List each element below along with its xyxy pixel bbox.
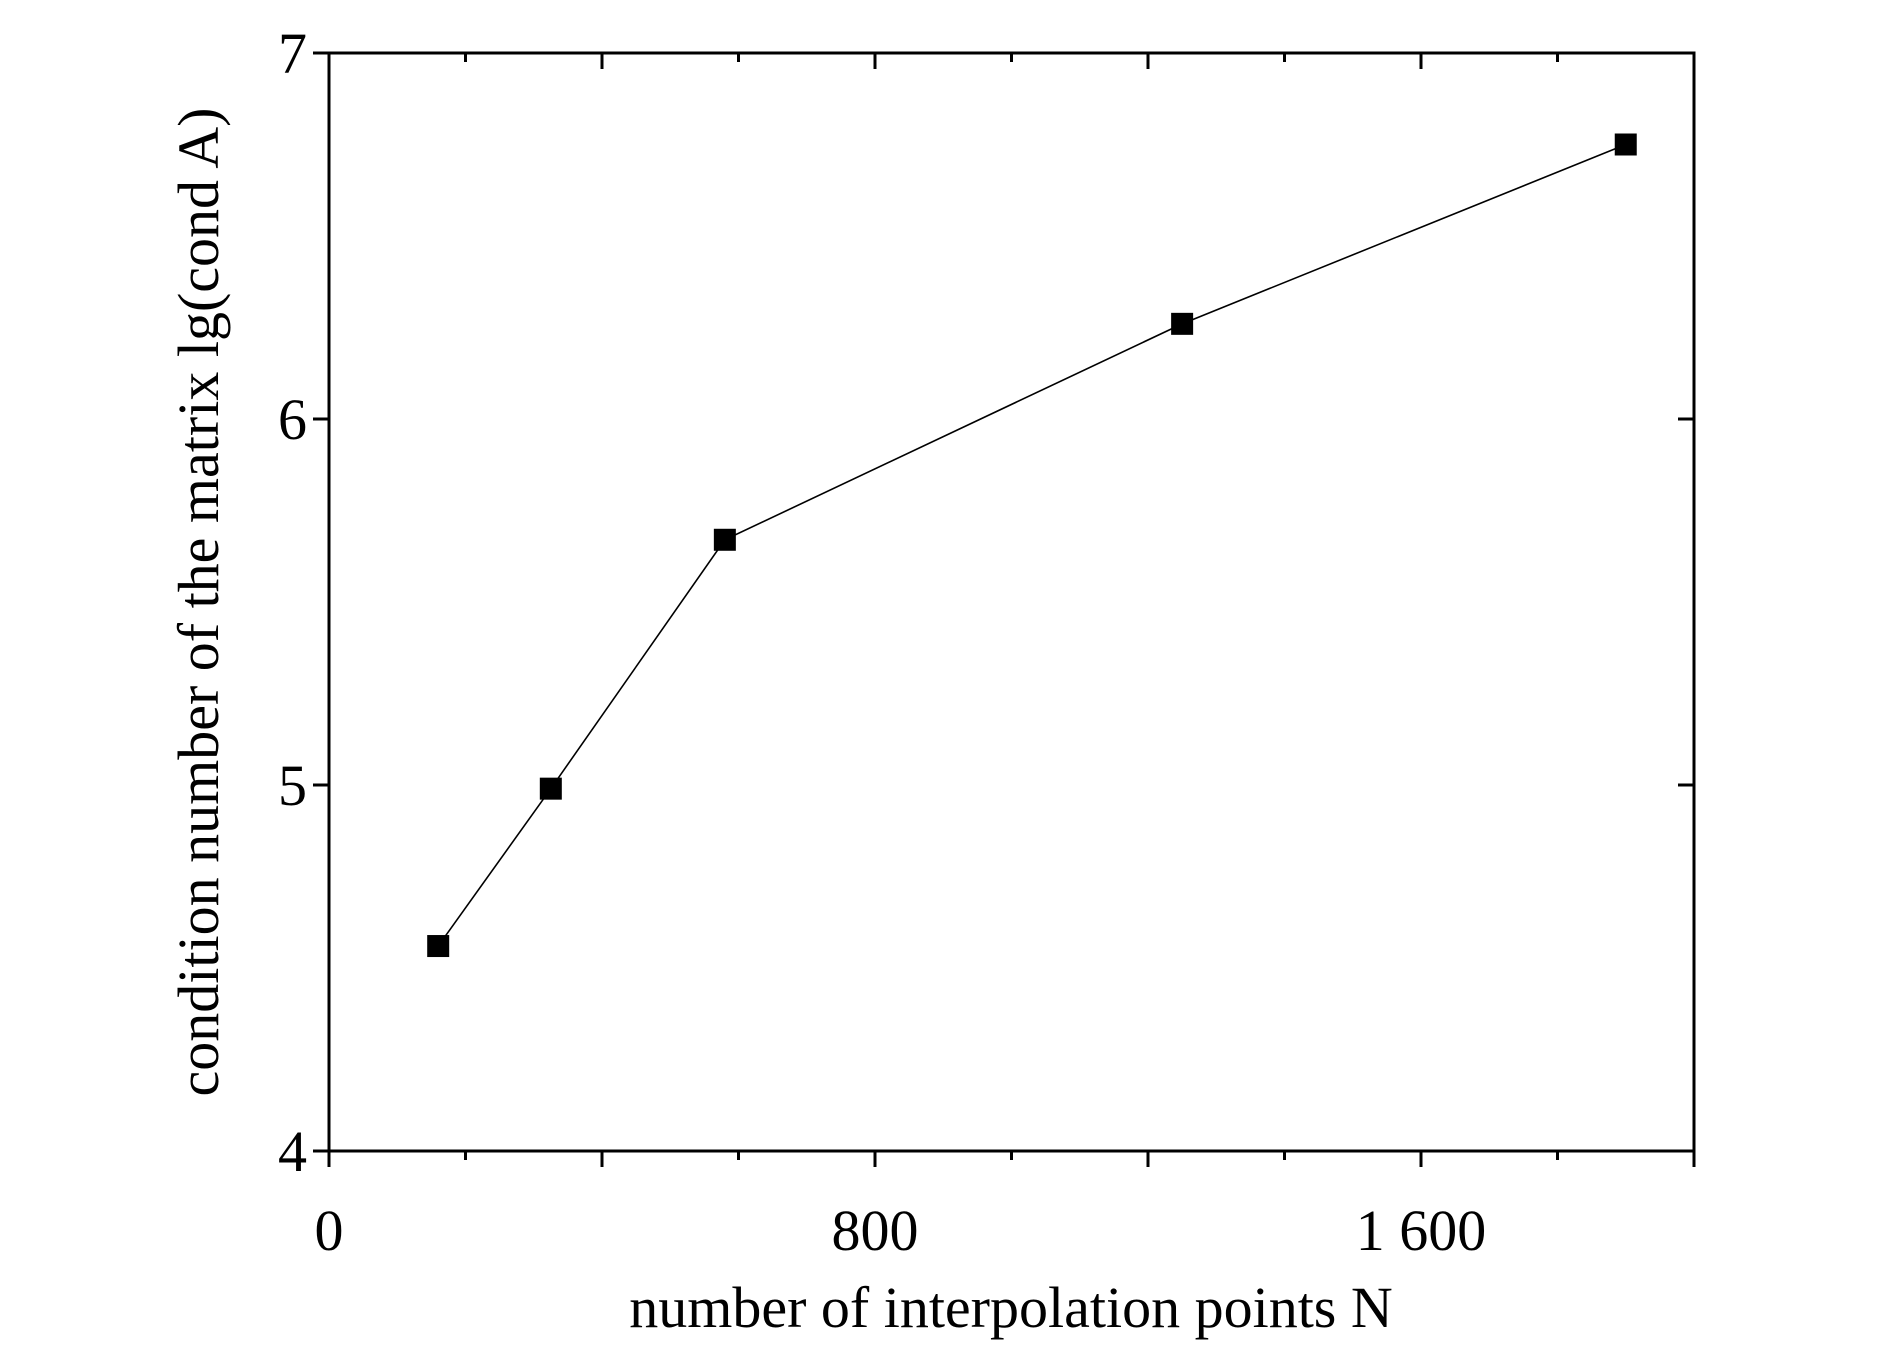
line [437,143,1627,947]
y-tick-label: 5 [278,753,307,818]
x-tick-label: 1 600 [1356,1198,1487,1263]
y-axis-label: condition number of the matrix lg(cond A… [166,107,231,1096]
plot-frame [327,51,1696,1153]
x-axis-label: number of interpolation points N [629,1275,1393,1340]
marker [1614,133,1637,156]
y-tick-label: 4 [278,1119,307,1184]
marker [427,935,450,958]
x-tick-label: 0 [315,1198,344,1263]
y-tick-label: 6 [278,387,307,452]
x-tick-label: 800 [832,1198,919,1263]
marker [539,777,562,800]
marker [1171,312,1194,335]
y-tick-label: 7 [278,21,307,86]
marker [713,528,736,551]
